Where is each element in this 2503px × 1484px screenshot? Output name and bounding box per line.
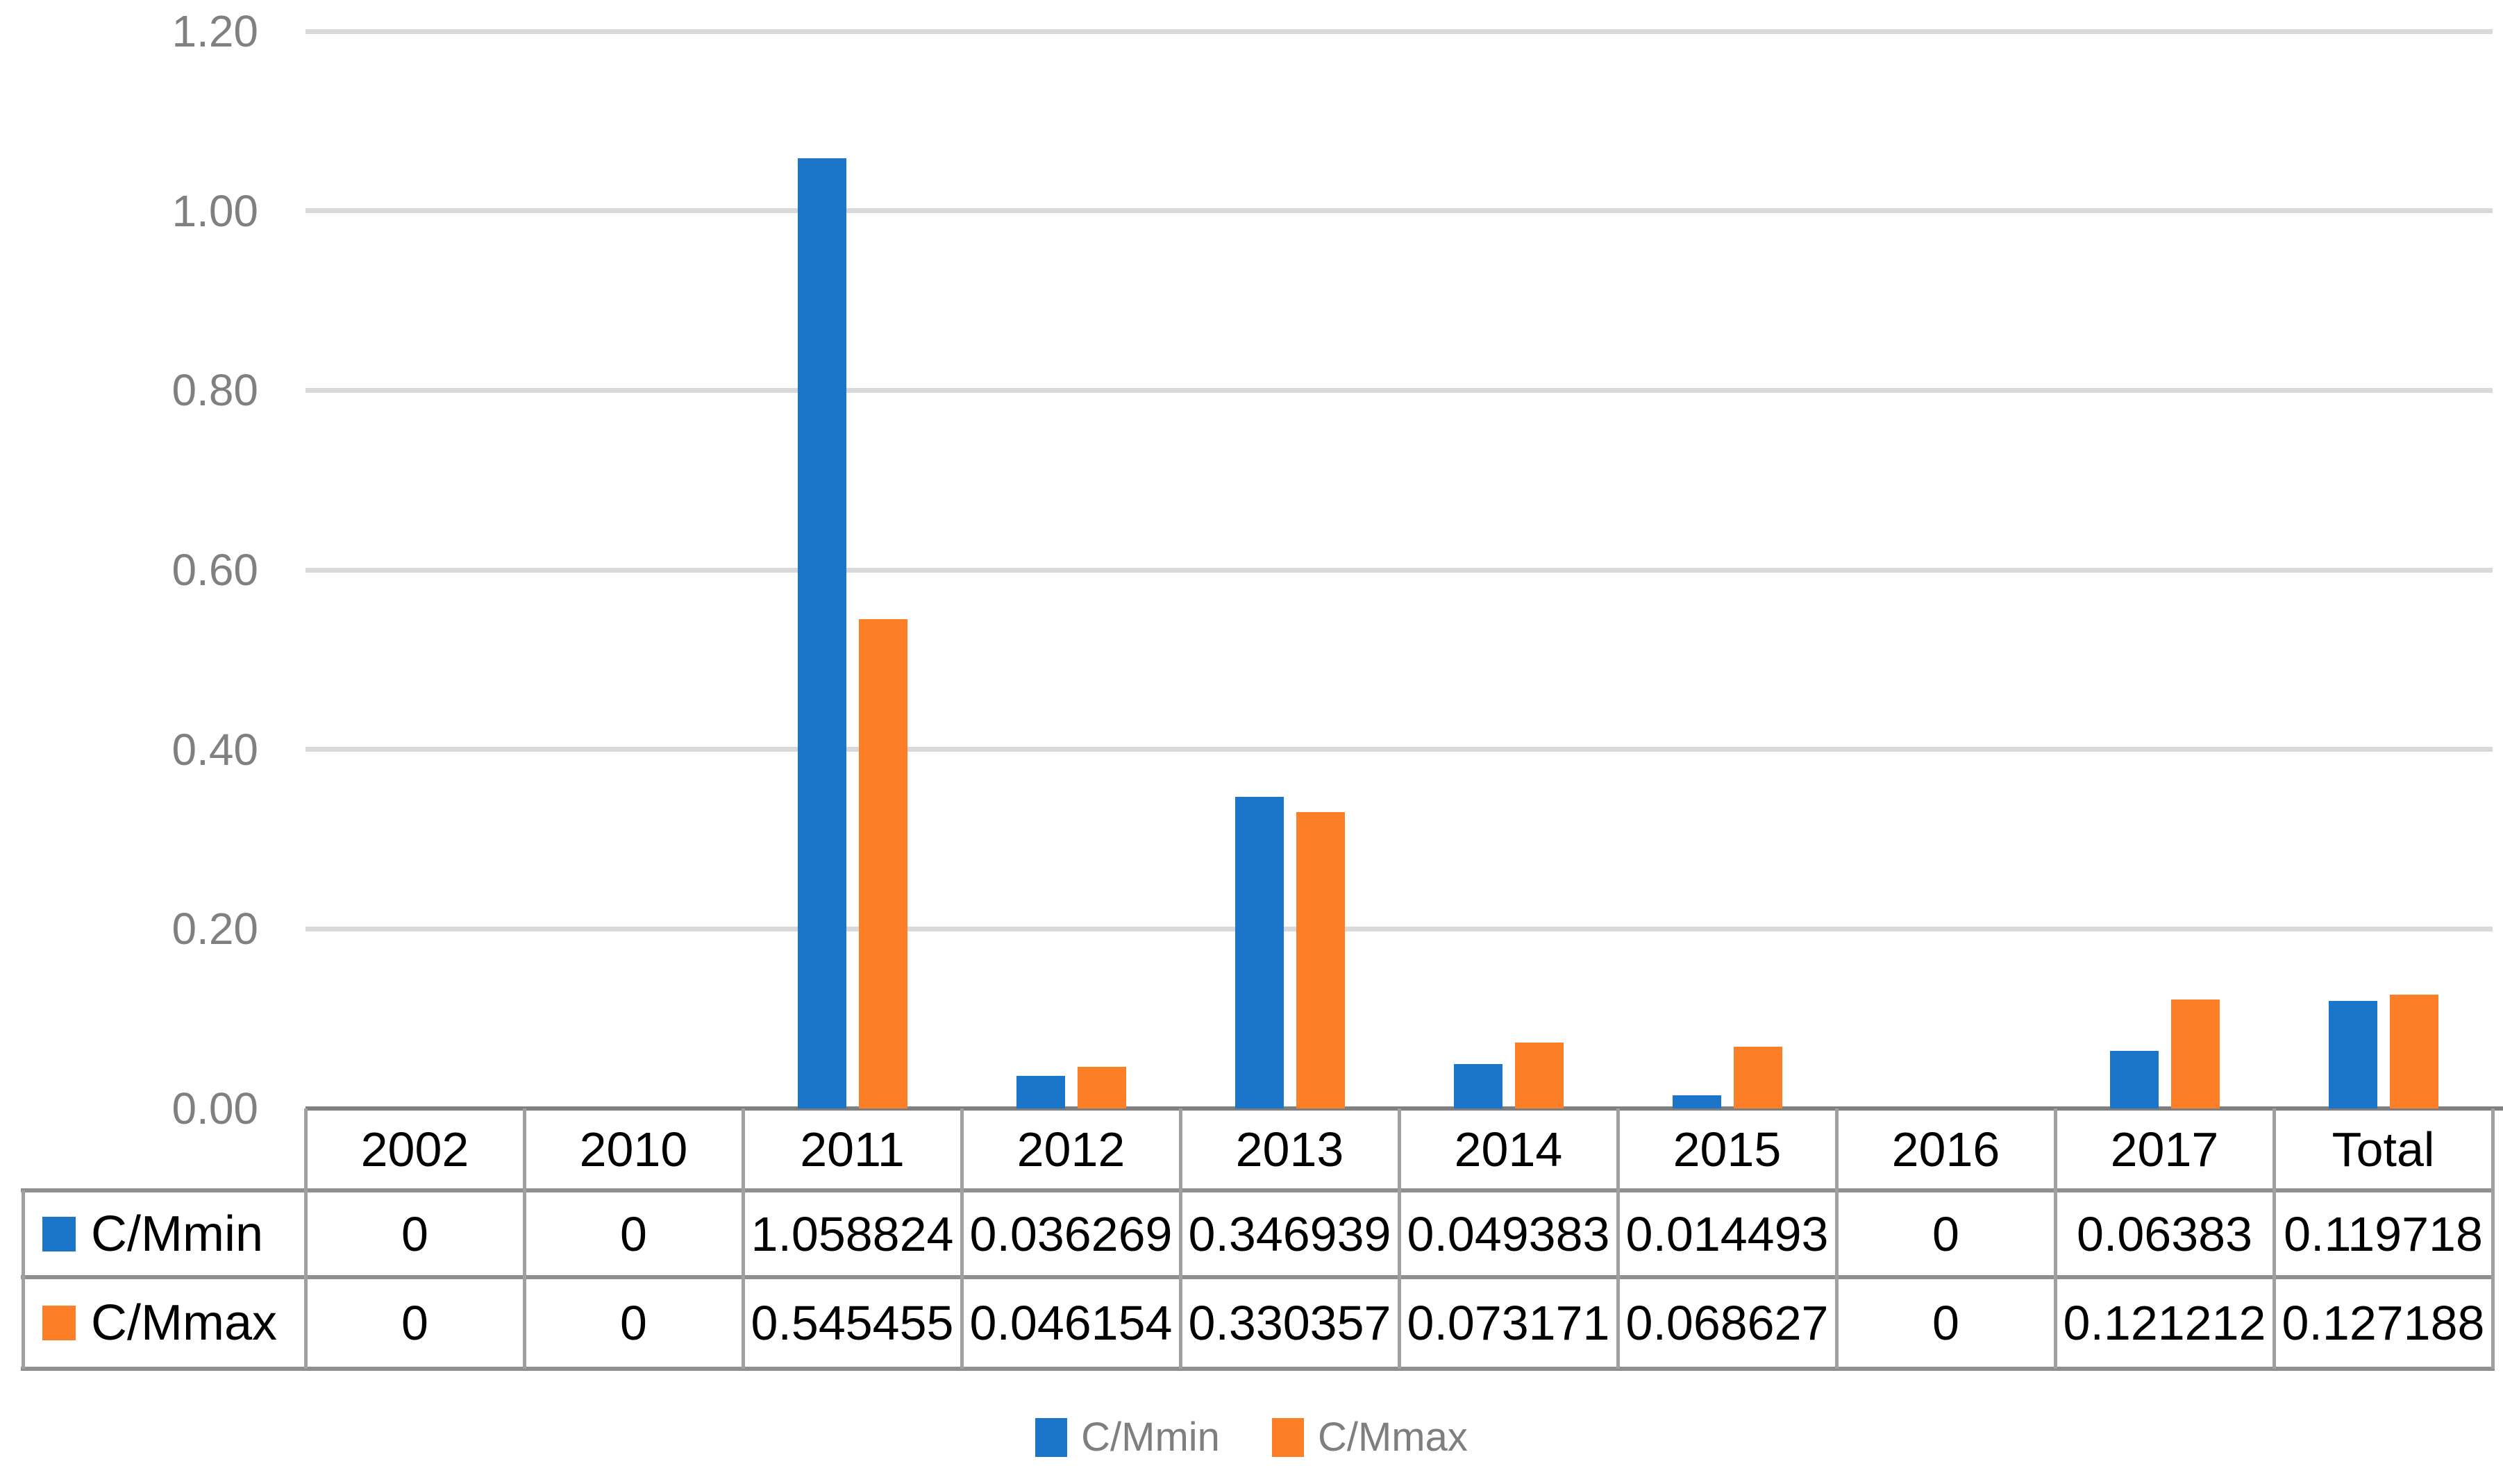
table-vertical-border	[2053, 1108, 2057, 1369]
bar-cmmin-2015	[1672, 1095, 1721, 1108]
legend-item: C/Mmax	[1271, 1415, 1468, 1460]
bar-cmmax-total	[2389, 994, 2438, 1108]
y-axis-tick-label: 1.00	[171, 185, 258, 236]
x-axis-line	[305, 1106, 2503, 1111]
y-axis-tick-label: 0.20	[171, 904, 258, 954]
table-value-cell: 0.06383	[2076, 1206, 2253, 1261]
y-axis-tick-label: 1.20	[171, 6, 258, 56]
table-value-cell: 0.036269	[969, 1206, 1173, 1261]
gridline	[305, 387, 2493, 393]
table-value-cell: 0.068627	[1625, 1296, 1829, 1350]
table-row-label: C/Mmax	[91, 1295, 277, 1351]
chart-legend: C/Mmin C/Mmax	[0, 1417, 2503, 1458]
legend-key-icon	[42, 1216, 76, 1251]
table-value-cell: 0	[620, 1296, 647, 1350]
bar-cmmax-2014	[1514, 1043, 1564, 1108]
bar-cmmin-total	[2328, 1001, 2377, 1108]
y-axis-tick-label: 0.00	[171, 1084, 258, 1133]
table-header-cell: 2016	[1891, 1122, 2000, 1177]
bar-cmmax-2015	[1733, 1047, 1782, 1108]
table-value-cell: 0.119718	[2284, 1206, 2483, 1261]
y-axis-tick-label: 0.80	[171, 365, 258, 416]
table-vertical-border	[21, 1190, 25, 1369]
table-value-cell: 0	[620, 1206, 647, 1261]
bar-cmmin-2012	[1016, 1076, 1065, 1108]
plot-area	[305, 0, 2493, 1108]
gridline	[305, 747, 2493, 752]
table-vertical-border	[741, 1108, 745, 1369]
table-vertical-border	[2491, 1108, 2495, 1369]
legend-item: C/Mmin	[1035, 1417, 1220, 1458]
bar-cmmax-2017	[2170, 1000, 2220, 1108]
table-header-cell: 2010	[579, 1122, 688, 1177]
table-value-cell: 0	[401, 1296, 428, 1350]
table-horizontal-border	[21, 1275, 2495, 1279]
bar-cmmax-2012	[1077, 1067, 1126, 1108]
table-value-cell: 0.046154	[969, 1296, 1173, 1350]
table-header-cell: 2015	[1673, 1122, 1782, 1177]
table-value-cell: 0	[1932, 1296, 1959, 1350]
bar-cmmin-2013	[1234, 797, 1284, 1108]
table-value-cell: 1.058824	[751, 1206, 954, 1261]
table-row-header: C/Mmin	[23, 1190, 305, 1277]
table-header-cell: 2017	[2110, 1122, 2219, 1177]
table-header-cell: 2002	[360, 1122, 469, 1177]
y-axis-tick-label: 0.40	[171, 724, 258, 775]
table-value-cell: 0.121212	[2063, 1296, 2266, 1350]
table-vertical-border	[960, 1108, 964, 1369]
legend-item-label: C/Mmin	[1081, 1415, 1220, 1460]
bar-cmmax-2011	[858, 618, 907, 1108]
table-vertical-border	[1397, 1108, 1401, 1369]
legend-item-label: C/Mmax	[1317, 1415, 1468, 1460]
table-vertical-border	[2272, 1108, 2276, 1369]
table-horizontal-border	[21, 1188, 2495, 1192]
bar-cmmax-2013	[1296, 811, 1345, 1108]
table-header-cell: 2014	[1454, 1122, 1563, 1177]
legend-swatch-icon	[1035, 1418, 1068, 1457]
bar-cmmin-2011	[797, 158, 846, 1108]
table-header-cell: Total	[2332, 1122, 2435, 1177]
table-vertical-border	[1178, 1108, 1182, 1369]
legend-swatch-icon	[1271, 1418, 1304, 1457]
table-value-cell: 0.049383	[1407, 1206, 1610, 1261]
table-vertical-border	[303, 1108, 308, 1369]
table-horizontal-border	[21, 1367, 2495, 1371]
bar-cmmin-2017	[2109, 1051, 2159, 1108]
table-value-cell: 0	[1932, 1206, 1959, 1261]
bar-cmmin-2014	[1453, 1064, 1502, 1108]
table-vertical-border	[522, 1108, 526, 1369]
table-vertical-border	[1616, 1108, 1620, 1369]
table-row-label: C/Mmin	[91, 1206, 263, 1262]
legend-key-icon	[42, 1306, 76, 1340]
gridline	[305, 926, 2493, 931]
table-header-cell: 2013	[1235, 1122, 1344, 1177]
gridline	[305, 208, 2493, 214]
table-row-header: C/Mmax	[23, 1277, 305, 1369]
table-value-cell: 0.073171	[1407, 1296, 1610, 1350]
gridline	[305, 28, 2493, 34]
table-value-cell: 0.346939	[1188, 1206, 1391, 1261]
table-value-cell: 0.545455	[751, 1296, 954, 1350]
table-header-cell: 2012	[1016, 1122, 1125, 1177]
gridline	[305, 567, 2493, 573]
table-value-cell: 0	[401, 1206, 428, 1261]
table-header-cell: 2011	[800, 1122, 905, 1177]
table-vertical-border	[1834, 1108, 1839, 1369]
table-value-cell: 0.127188	[2282, 1296, 2485, 1350]
y-axis-tick-label: 0.60	[171, 545, 258, 595]
table-value-cell: 0.330357	[1188, 1296, 1391, 1350]
table-value-cell: 0.014493	[1625, 1206, 1829, 1261]
